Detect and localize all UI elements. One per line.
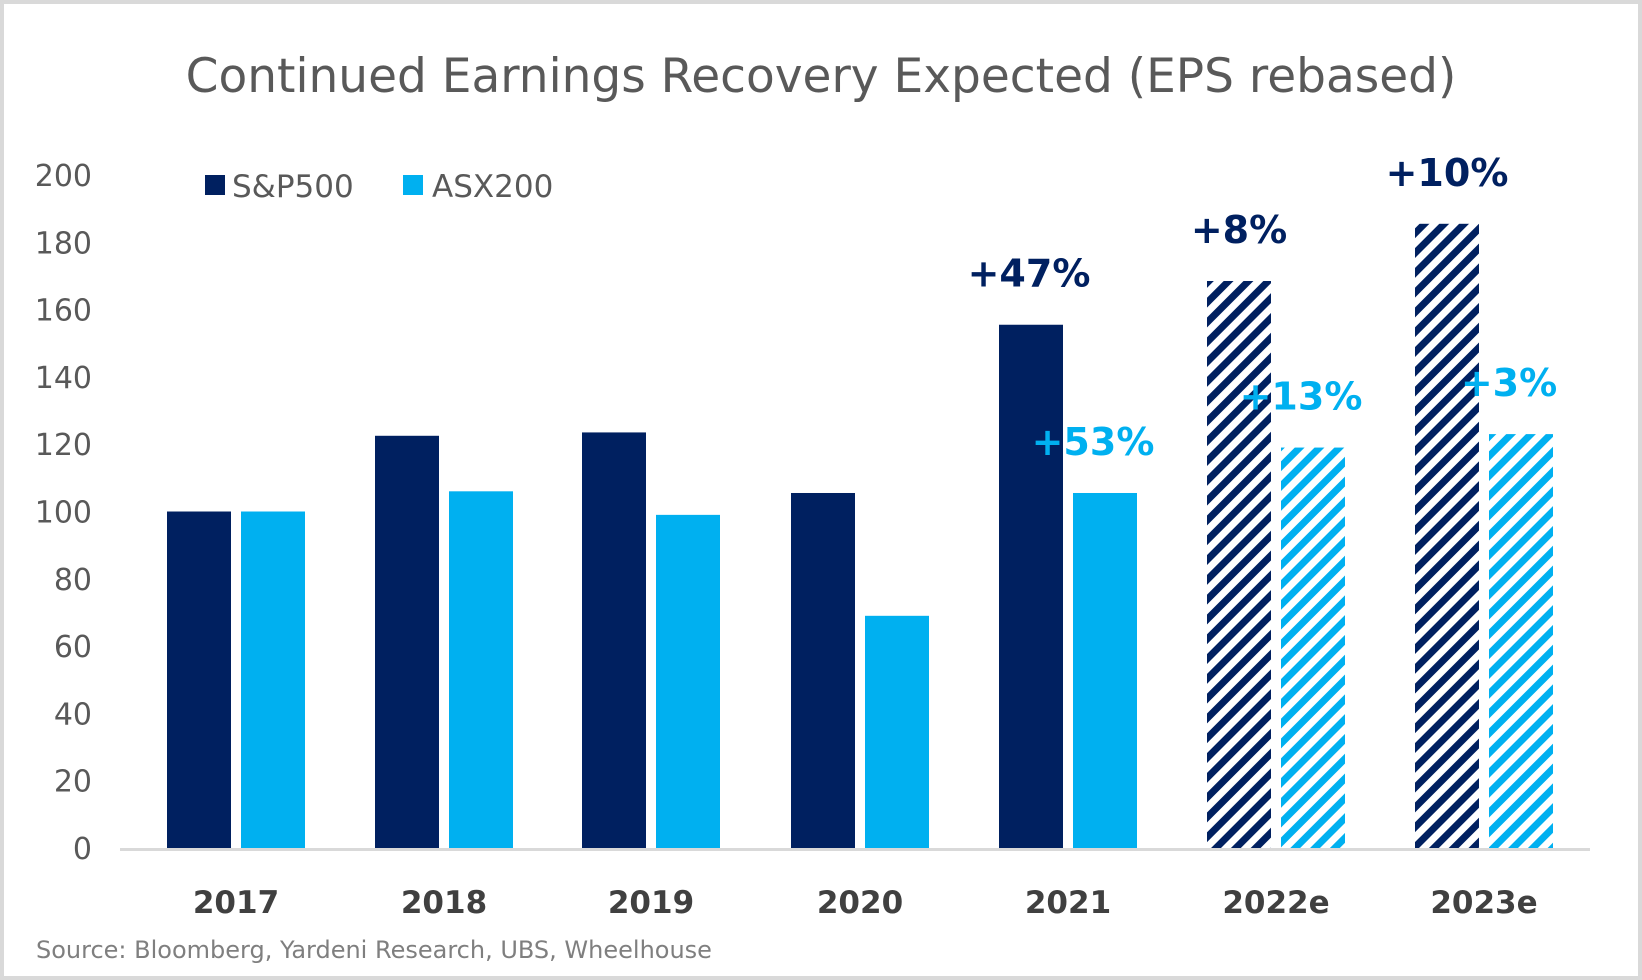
chart-title: Continued Earnings Recovery Expected (EP… bbox=[186, 49, 1457, 104]
legend-swatch-sp500 bbox=[205, 175, 225, 195]
annotation-sp500-2021: +47% bbox=[968, 252, 1091, 296]
bar-sp500-2019 bbox=[582, 432, 646, 848]
x-tick-label: 2022e bbox=[1222, 885, 1329, 921]
bar-sp500-2020 bbox=[791, 492, 855, 848]
source-note: Source: Bloomberg, Yardeni Research, UBS… bbox=[36, 936, 712, 964]
annotation-sp500-2023e: +10% bbox=[1386, 151, 1509, 195]
legend-label-asx200: ASX200 bbox=[432, 169, 553, 205]
annotation-sp500-2022e: +8% bbox=[1191, 208, 1287, 252]
y-tick-label: 180 bbox=[35, 226, 92, 261]
y-tick-label: 20 bbox=[54, 765, 92, 800]
annotations: +47% +8% +10% +53% +13% +3% bbox=[968, 151, 1558, 464]
bar-sp500-2022e bbox=[1207, 280, 1271, 848]
bar-asx200-2022e bbox=[1281, 447, 1345, 848]
y-tick-label: 140 bbox=[35, 361, 92, 396]
y-tick-label: 200 bbox=[35, 159, 92, 194]
annotation-asx200-2021: +53% bbox=[1032, 420, 1155, 464]
bar-sp500-2018 bbox=[375, 435, 439, 848]
x-axis: 2017 2018 2019 2020 2021 2022e 2023e bbox=[193, 885, 1538, 921]
y-tick-label: 120 bbox=[35, 428, 92, 463]
bars bbox=[167, 223, 1553, 849]
bar-asx200-2021 bbox=[1073, 492, 1137, 848]
x-tick-label: 2018 bbox=[401, 885, 487, 921]
x-tick-label: 2021 bbox=[1025, 885, 1111, 921]
bar-sp500-2017 bbox=[167, 511, 231, 848]
y-tick-label: 40 bbox=[54, 697, 92, 732]
y-tick-label: 0 bbox=[73, 832, 92, 867]
annotation-asx200-2023e: +3% bbox=[1461, 361, 1557, 405]
bar-asx200-2023e bbox=[1489, 434, 1553, 848]
y-axis: 0 20 40 60 80 100 120 140 160 180 200 bbox=[35, 159, 92, 867]
y-tick-label: 60 bbox=[54, 630, 92, 665]
legend: S&P500 ASX200 bbox=[205, 169, 553, 205]
y-tick-label: 160 bbox=[35, 294, 92, 329]
y-tick-label: 100 bbox=[35, 496, 92, 531]
legend-label-sp500: S&P500 bbox=[232, 169, 354, 205]
bar-asx200-2017 bbox=[241, 511, 305, 848]
bar-asx200-2020 bbox=[865, 615, 929, 848]
x-tick-label: 2019 bbox=[608, 885, 694, 921]
bar-asx200-2018 bbox=[449, 491, 513, 848]
annotation-asx200-2022e: +13% bbox=[1240, 375, 1363, 419]
x-tick-label: 2020 bbox=[817, 885, 903, 921]
bar-sp500-2021 bbox=[999, 324, 1063, 848]
legend-swatch-asx200 bbox=[403, 175, 423, 195]
y-tick-label: 80 bbox=[54, 563, 92, 598]
x-tick-label: 2023e bbox=[1430, 885, 1537, 921]
bar-asx200-2019 bbox=[656, 514, 720, 848]
bar-sp500-2023e bbox=[1415, 223, 1479, 849]
x-tick-label: 2017 bbox=[193, 885, 279, 921]
